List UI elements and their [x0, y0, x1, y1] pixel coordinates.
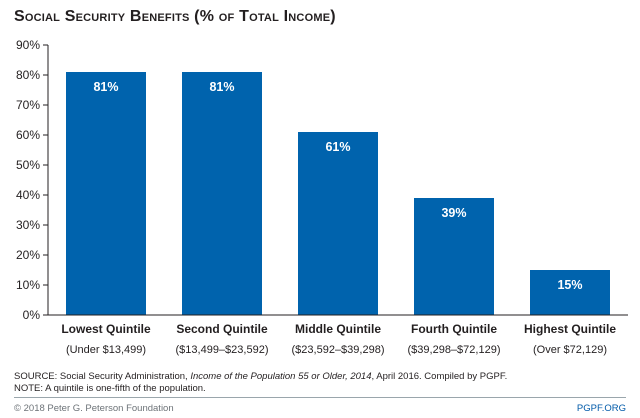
x-category-subtitle: ($13,499–$23,592) [176, 344, 269, 356]
x-category-label: Middle Quintile [295, 322, 381, 336]
y-tick-label: 10% [16, 278, 40, 292]
site-link[interactable]: PGPF.ORG [576, 403, 626, 414]
y-tick-label: 30% [16, 218, 40, 232]
bar-value-label: 39% [441, 206, 466, 220]
source-prefix: SOURCE: Social Security Administration, [14, 371, 191, 382]
footer-divider [14, 397, 626, 398]
copyright: © 2018 Peter G. Peterson Foundation [14, 403, 174, 414]
x-category-subtitle: (Under $13,499) [66, 344, 146, 356]
bar-value-label: 61% [325, 140, 350, 154]
x-category-label: Fourth Quintile [411, 322, 497, 336]
bar-chart: 0% 10% 20% 30% 40% 50% 60% 70% 80% 90% 81% 81% 61% 3… [16, 38, 628, 356]
y-tick-label: 40% [16, 188, 40, 202]
source-note: SOURCE: Social Security Administration, … [14, 371, 507, 394]
x-axis: Lowest Quintile (Under $13,499) Second Qui… [48, 314, 628, 356]
x-category-subtitle: ($39,298–$72,129) [408, 344, 501, 356]
x-category-label: Lowest Quintile [61, 322, 151, 336]
source-publication: Income of the Population 55 or Older, 20… [190, 371, 372, 382]
y-tick-label: 70% [16, 98, 40, 112]
y-axis: 0% 10% 20% 30% 40% 50% 60% 70% 80% 90% [16, 38, 49, 322]
y-tick-label: 90% [16, 38, 40, 52]
bar [66, 72, 146, 315]
chart-title: Social Security Benefits (% of Total Inc… [14, 8, 336, 25]
x-category-label: Highest Quintile [524, 322, 616, 336]
source-suffix: , April 2016. Compiled by PGPF. [371, 371, 508, 382]
bar [182, 72, 262, 315]
x-category-subtitle: ($23,592–$39,298) [292, 344, 385, 356]
y-tick-label: 20% [16, 248, 40, 262]
y-tick-label: 0% [23, 308, 41, 322]
y-tick-label: 50% [16, 158, 40, 172]
y-tick-label: 60% [16, 128, 40, 142]
bar [530, 270, 610, 315]
source-line: SOURCE: Social Security Administration, … [14, 371, 507, 383]
bar-value-label: 81% [209, 80, 234, 94]
bar-value-label: 15% [557, 278, 582, 292]
note-line: NOTE: A quintile is one-fifth of the pop… [14, 382, 206, 394]
bars: 81% 81% 61% 39% 15% [66, 72, 610, 315]
y-tick-label: 80% [16, 68, 40, 82]
bar [298, 132, 378, 315]
bar-value-label: 81% [93, 80, 118, 94]
x-category-subtitle: (Over $72,129) [533, 344, 607, 356]
bar [414, 198, 494, 315]
x-category-label: Second Quintile [176, 322, 268, 336]
